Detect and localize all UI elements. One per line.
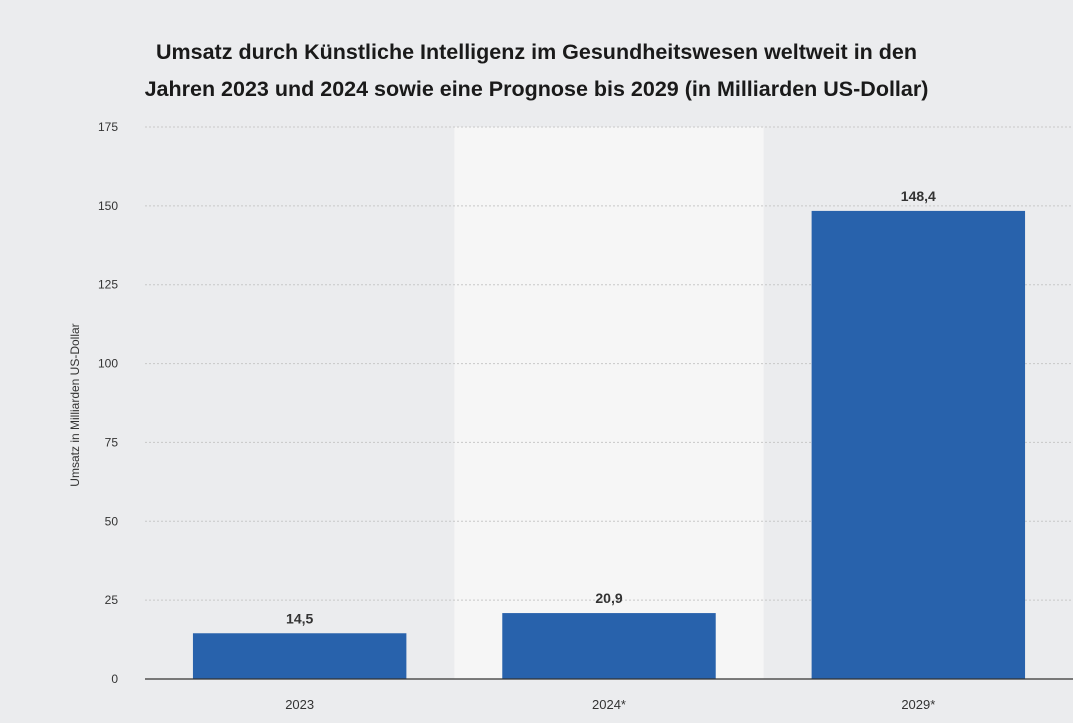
y-tick-label: 100 [98, 357, 118, 371]
bar-2024[interactable] [502, 613, 716, 679]
y-axis-label: Umsatz in Milliarden US-Dollar [68, 323, 82, 486]
y-tick-label: 25 [105, 593, 119, 607]
chart-title: Umsatz durch Künstliche Intelligenz im G… [0, 34, 1073, 108]
y-axis-ticks: 0 25 50 75 100 125 150 175 [98, 120, 118, 686]
category-band-highlight [454, 127, 764, 679]
y-tick-label: 75 [105, 435, 119, 449]
y-tick-label: 150 [98, 199, 118, 213]
bar-2023[interactable] [192, 633, 407, 679]
x-tick-label: 2024* [592, 697, 626, 712]
y-tick-label: 175 [98, 120, 118, 134]
bar-value-label: 14,5 [286, 610, 313, 626]
y-tick-label: 125 [98, 278, 118, 292]
x-axis-ticks: 2023 2024* 2029* [285, 697, 935, 712]
category-bands [454, 127, 764, 679]
y-tick-label: 0 [111, 672, 118, 686]
bar-2029[interactable] [811, 210, 1026, 680]
bar-value-label: 148,4 [901, 188, 936, 204]
chart-title-line-2: Jahren 2023 und 2024 sowie eine Prognose… [144, 77, 929, 101]
bar-value-label: 20,9 [595, 590, 622, 606]
bars [192, 210, 1026, 680]
y-tick-label: 50 [105, 514, 119, 528]
x-tick-label: 2029* [901, 697, 935, 712]
x-tick-label: 2023 [285, 697, 314, 712]
value-labels: 14,5 20,9 148,4 [286, 188, 936, 626]
chart-title-line-1: Umsatz durch Künstliche Intelligenz im G… [156, 40, 917, 64]
